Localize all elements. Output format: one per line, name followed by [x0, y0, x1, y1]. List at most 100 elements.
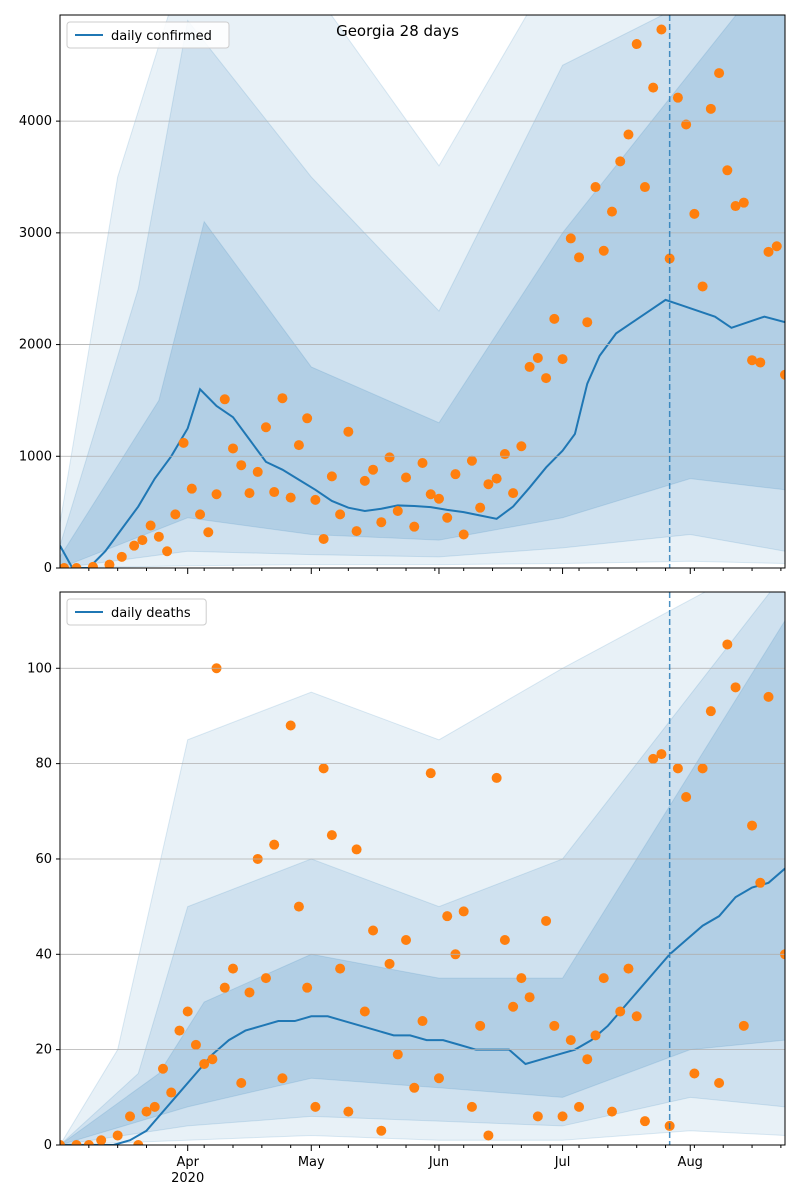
data-point: [557, 354, 568, 365]
data-point: [442, 512, 453, 523]
data-point: [598, 973, 609, 984]
data-point: [269, 487, 280, 498]
legend-box: [66, 598, 207, 626]
data-point: [615, 156, 626, 167]
data-point: [615, 1006, 626, 1017]
uncertainty-band-mid: [60, 592, 785, 1145]
y-tick-label: 4000: [19, 114, 52, 129]
data-point: [178, 437, 189, 448]
x-tick-label-line: Jul: [554, 1155, 571, 1170]
data-point: [516, 973, 527, 984]
data-point: [153, 531, 164, 542]
y-tick-label: 100: [27, 661, 52, 676]
data-point: [166, 1087, 177, 1098]
x-tick-label: Jun: [428, 1155, 449, 1170]
x-tick-label: May: [298, 1155, 325, 1170]
y-tick-label: 1000: [19, 449, 52, 464]
data-point: [207, 1054, 218, 1065]
axes-frame: [59, 591, 786, 1146]
data-point: [199, 1058, 210, 1069]
data-point: [228, 963, 239, 974]
data-point: [705, 706, 716, 717]
data-point: [499, 935, 510, 946]
data-point: [623, 129, 634, 140]
data-point: [83, 1140, 94, 1145]
data-point: [351, 526, 362, 537]
data-point: [149, 1101, 160, 1112]
data-point: [244, 488, 255, 499]
data-point: [499, 449, 510, 460]
data-point: [730, 201, 741, 212]
data-point: [747, 820, 758, 831]
y-tick-label: 20: [35, 1043, 52, 1058]
data-point: [293, 440, 304, 451]
data-point: [211, 489, 222, 500]
data-point: [228, 443, 239, 454]
data-point: [590, 182, 601, 193]
data-point: [162, 546, 173, 557]
data-point: [318, 533, 329, 544]
data-point: [368, 925, 379, 936]
data-point: [466, 455, 477, 466]
y-tick-label: 0: [44, 561, 52, 576]
data-point: [730, 682, 741, 693]
data-point: [714, 68, 725, 79]
data-point: [112, 1130, 123, 1141]
data-point: [590, 1030, 601, 1041]
data-point: [133, 1140, 144, 1145]
legend-box: [66, 21, 230, 49]
data-point: [87, 561, 98, 568]
data-point: [343, 1106, 354, 1117]
data-point: [401, 472, 412, 483]
data-point: [277, 1073, 288, 1084]
data-point: [195, 509, 206, 520]
data-point: [631, 1011, 642, 1022]
data-point: [763, 691, 774, 702]
data-point: [755, 877, 766, 888]
data-point: [574, 252, 585, 263]
data-point: [541, 373, 552, 384]
uncertainty-band-inner: [60, 619, 785, 1145]
data-point: [681, 119, 692, 130]
x-tick-label: Jul: [554, 1155, 571, 1170]
data-point: [433, 493, 444, 504]
data-point: [174, 1025, 185, 1036]
data-point: [244, 987, 255, 998]
data-point: [71, 1140, 82, 1145]
data-point: [458, 906, 469, 917]
y-tick-label: 40: [35, 947, 52, 962]
data-point: [392, 1049, 403, 1060]
data-point: [450, 469, 461, 480]
x-tick-label-line: 2020: [171, 1171, 204, 1186]
data-point: [738, 197, 749, 208]
data-point: [417, 457, 428, 468]
data-point: [755, 357, 766, 368]
data-point: [310, 494, 321, 505]
data-point: [656, 24, 667, 35]
data-point: [656, 749, 667, 760]
data-point: [681, 791, 692, 802]
data-point: [116, 551, 127, 562]
legend-label: daily confirmed: [111, 29, 212, 44]
data-point: [170, 509, 181, 520]
data-point: [335, 509, 346, 520]
y-tick-label: 2000: [19, 338, 52, 353]
legend: daily deaths: [66, 598, 207, 626]
x-tick-label-line: Jun: [428, 1155, 449, 1170]
data-point: [705, 103, 716, 114]
data-point: [335, 963, 346, 974]
data-point: [60, 563, 70, 568]
plot-area: [60, 15, 785, 568]
data-point: [417, 1016, 428, 1027]
data-point: [310, 1101, 321, 1112]
data-point: [285, 492, 296, 503]
data-point: [318, 763, 329, 774]
data-point: [125, 1111, 136, 1122]
legend: daily confirmed: [66, 21, 230, 49]
data-point: [141, 1106, 152, 1117]
data-point: [549, 1020, 560, 1031]
data-point: [392, 506, 403, 517]
plot-area: [60, 592, 785, 1145]
legend-label: daily deaths: [111, 606, 191, 621]
data-point: [648, 753, 659, 764]
